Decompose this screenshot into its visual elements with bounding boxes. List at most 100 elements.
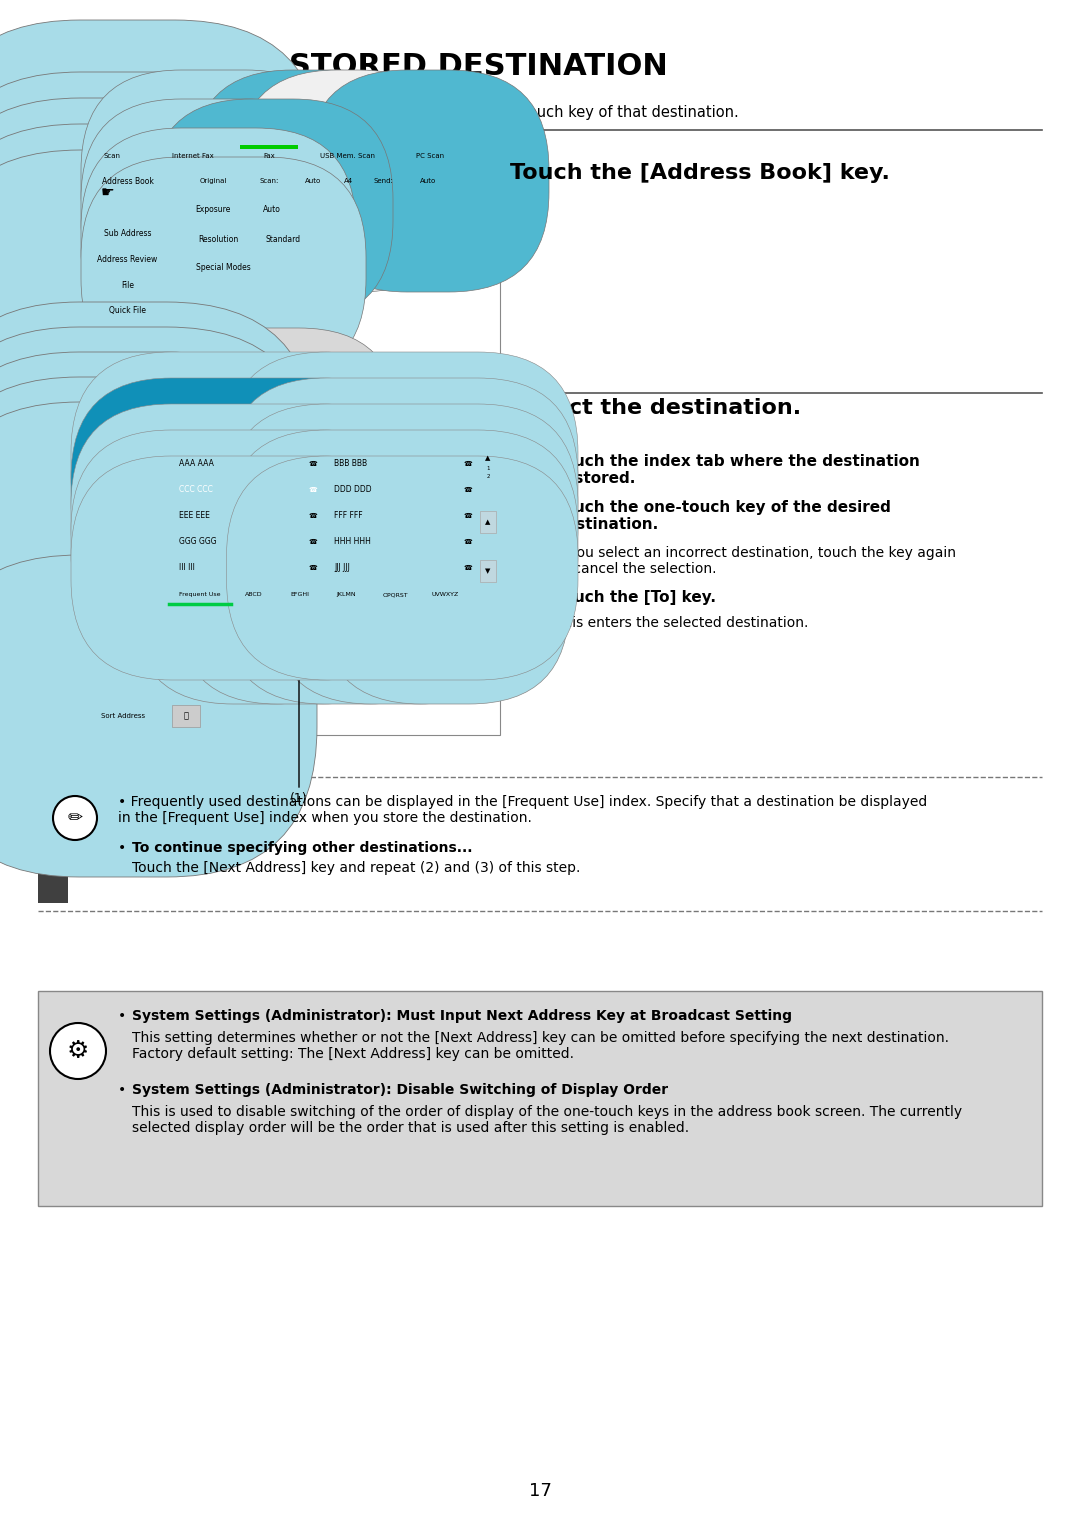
- Bar: [480, 510, 496, 533]
- Text: Auto: Auto: [420, 177, 436, 183]
- Text: Exposure: Exposure: [195, 205, 231, 214]
- Text: UVWXYZ: UVWXYZ: [431, 593, 459, 597]
- Bar: [172, 704, 200, 727]
- Bar: [78, 426, 498, 448]
- Text: Condition
Settings: Condition Settings: [106, 457, 139, 469]
- Text: ⚙: ⚙: [67, 1039, 90, 1063]
- Text: ☎: ☎: [308, 565, 316, 571]
- Text: EEE EEE: EEE EEE: [179, 512, 210, 521]
- Text: To continue specifying other destinations...: To continue specifying other destination…: [132, 840, 473, 856]
- FancyBboxPatch shape: [71, 377, 422, 602]
- Text: (3): (3): [177, 400, 194, 414]
- Bar: [38, 133, 68, 390]
- FancyBboxPatch shape: [71, 351, 422, 576]
- Text: HHH HHH: HHH HHH: [335, 538, 372, 547]
- FancyBboxPatch shape: [81, 70, 346, 292]
- Text: ▲: ▲: [485, 455, 490, 461]
- Text: ☎: ☎: [308, 539, 316, 545]
- FancyBboxPatch shape: [0, 351, 318, 674]
- Bar: [168, 451, 480, 582]
- Text: Address Review: Address Review: [97, 255, 158, 263]
- Text: Send:: Send:: [373, 177, 393, 183]
- Text: •: •: [118, 1008, 131, 1024]
- FancyBboxPatch shape: [227, 403, 578, 628]
- Text: ▶ 15: ▶ 15: [126, 434, 145, 440]
- Text: ✏: ✏: [67, 808, 82, 827]
- FancyBboxPatch shape: [237, 70, 459, 292]
- Bar: [76, 141, 500, 382]
- Text: •: •: [118, 1083, 131, 1097]
- Text: JKLMN: JKLMN: [337, 593, 356, 597]
- Bar: [240, 145, 298, 150]
- Text: (1): (1): [515, 454, 539, 469]
- Bar: [399, 145, 463, 167]
- FancyBboxPatch shape: [224, 486, 469, 704]
- FancyBboxPatch shape: [0, 20, 325, 342]
- FancyBboxPatch shape: [192, 70, 434, 292]
- Text: Scan: Scan: [104, 153, 121, 159]
- Text: Fax: Fax: [264, 153, 275, 159]
- Text: Auto Reception: Auto Reception: [220, 353, 279, 362]
- Text: ☛: ☛: [102, 185, 114, 200]
- Text: ▼: ▼: [485, 568, 490, 575]
- Text: Internet Fax: Internet Fax: [172, 153, 214, 159]
- Text: Auto: Auto: [264, 205, 281, 214]
- Text: 2: 2: [486, 474, 489, 478]
- Bar: [38, 992, 1042, 1206]
- Text: FFF FFF: FFF FFF: [335, 512, 363, 521]
- Text: ✉ Cc: ✉ Cc: [258, 432, 280, 442]
- FancyBboxPatch shape: [177, 486, 422, 704]
- Bar: [168, 587, 231, 604]
- Text: Touch the one-touch key of the desired
destination.: Touch the one-touch key of the desired d…: [555, 500, 891, 532]
- Text: Auto: Auto: [305, 177, 321, 183]
- Text: Address Review: Address Review: [96, 484, 150, 490]
- Text: Touch the [Next Address] key and repeat (2) and (3) of this step.: Touch the [Next Address] key and repeat …: [132, 860, 580, 876]
- Text: Quick File: Quick File: [109, 307, 146, 315]
- Text: Global
Address Search: Global Address Search: [96, 532, 150, 544]
- Bar: [38, 782, 68, 903]
- Text: III III: III III: [179, 564, 194, 573]
- FancyBboxPatch shape: [81, 99, 346, 321]
- Text: 1: 1: [45, 252, 60, 272]
- Text: 🖨: 🖨: [184, 712, 189, 721]
- Text: Select the destination.: Select the destination.: [515, 397, 801, 419]
- Text: Touch the [Address Book] key.: Touch the [Address Book] key.: [510, 163, 890, 183]
- Text: Address Entry: Address Entry: [98, 510, 147, 516]
- FancyBboxPatch shape: [71, 329, 330, 545]
- Text: Address Book: Address Book: [102, 177, 153, 185]
- FancyBboxPatch shape: [0, 98, 325, 420]
- FancyBboxPatch shape: [0, 327, 318, 649]
- Text: ▲: ▲: [485, 520, 490, 526]
- Text: (3): (3): [515, 590, 539, 605]
- Circle shape: [53, 796, 97, 840]
- FancyBboxPatch shape: [0, 124, 325, 446]
- FancyBboxPatch shape: [139, 329, 399, 545]
- Bar: [480, 559, 496, 582]
- Text: System Settings (Administrator): Disable Switching of Display Order: System Settings (Administrator): Disable…: [132, 1083, 669, 1097]
- FancyBboxPatch shape: [227, 429, 578, 654]
- Text: CCC CCC: CCC CCC: [179, 486, 213, 495]
- Bar: [38, 396, 68, 775]
- Text: ☎: ☎: [463, 565, 472, 571]
- Text: 17: 17: [528, 1482, 552, 1500]
- Text: If you select an incorrect destination, touch the key again
to cancel the select: If you select an incorrect destination, …: [555, 545, 956, 576]
- Text: Resolution: Resolution: [198, 234, 238, 243]
- Text: • Frequently used destinations can be displayed in the [Frequent Use] index. Spe: • Frequently used destinations can be di…: [118, 795, 928, 825]
- Text: OPQRST: OPQRST: [382, 593, 408, 597]
- FancyBboxPatch shape: [133, 486, 375, 704]
- FancyBboxPatch shape: [227, 377, 578, 602]
- Text: 10: 10: [106, 434, 114, 440]
- Bar: [80, 145, 145, 167]
- FancyBboxPatch shape: [0, 402, 318, 724]
- Text: GGG GGG: GGG GGG: [179, 538, 217, 547]
- Text: EFGHI: EFGHI: [291, 593, 309, 597]
- Text: Frequent Use: Frequent Use: [179, 593, 220, 597]
- FancyBboxPatch shape: [0, 555, 318, 877]
- Text: Original: Original: [200, 177, 227, 183]
- FancyBboxPatch shape: [307, 70, 549, 292]
- FancyBboxPatch shape: [0, 72, 325, 394]
- Text: File: File: [121, 281, 134, 289]
- Text: 1: 1: [486, 466, 489, 471]
- Text: ☎: ☎: [463, 513, 472, 520]
- Text: ☎: ☎: [308, 461, 316, 468]
